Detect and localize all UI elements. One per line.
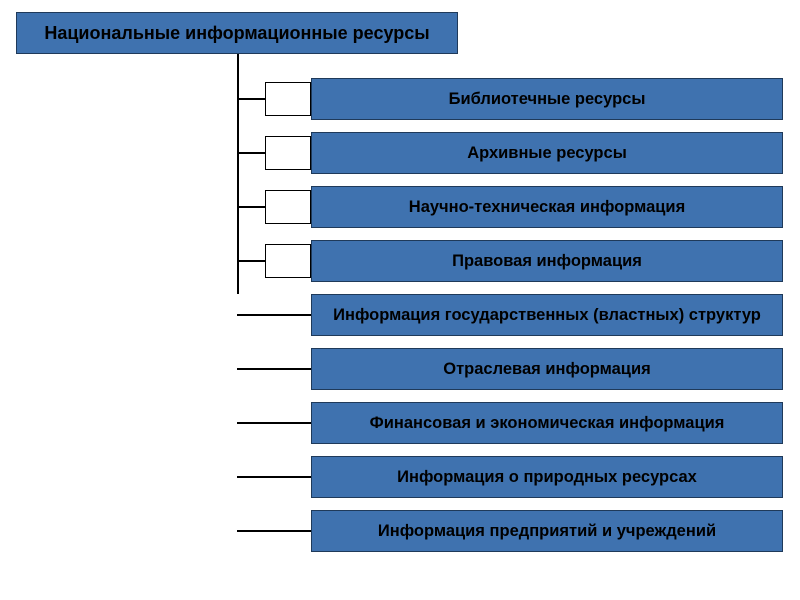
connector-line (237, 476, 311, 478)
child-label: Отраслевая информация (443, 360, 650, 379)
child-label: Информация государственных (властных) ст… (333, 306, 761, 325)
diagram-canvas: Национальные информационные ресурсы Библ… (0, 0, 800, 600)
child-node: Информация предприятий и учреждений (311, 510, 783, 552)
child-label: Информация предприятий и учреждений (378, 522, 716, 541)
child-node: Библиотечные ресурсы (311, 78, 783, 120)
connector-line (237, 260, 265, 262)
trunk-line (237, 54, 239, 294)
stub-box (265, 190, 311, 224)
child-node: Архивные ресурсы (311, 132, 783, 174)
child-label: Информация о природных ресурсах (397, 468, 697, 487)
child-node: Информация государственных (властных) ст… (311, 294, 783, 336)
child-node: Информация о природных ресурсах (311, 456, 783, 498)
stub-box (265, 244, 311, 278)
stub-box (265, 136, 311, 170)
child-node: Отраслевая информация (311, 348, 783, 390)
child-label: Архивные ресурсы (467, 144, 627, 163)
connector-line (237, 206, 265, 208)
child-label: Библиотечные ресурсы (449, 90, 646, 109)
child-label: Правовая информация (452, 252, 642, 271)
connector-line (237, 314, 311, 316)
root-label: Национальные информационные ресурсы (44, 23, 429, 44)
child-node: Научно-техническая информация (311, 186, 783, 228)
connector-line (237, 422, 311, 424)
connector-line (237, 368, 311, 370)
child-node: Правовая информация (311, 240, 783, 282)
stub-box (265, 82, 311, 116)
connector-line (237, 98, 265, 100)
child-label: Научно-техническая информация (409, 198, 685, 217)
root-node: Национальные информационные ресурсы (16, 12, 458, 54)
connector-line (237, 530, 311, 532)
connector-line (237, 152, 265, 154)
child-node: Финансовая и экономическая информация (311, 402, 783, 444)
child-label: Финансовая и экономическая информация (370, 414, 725, 433)
